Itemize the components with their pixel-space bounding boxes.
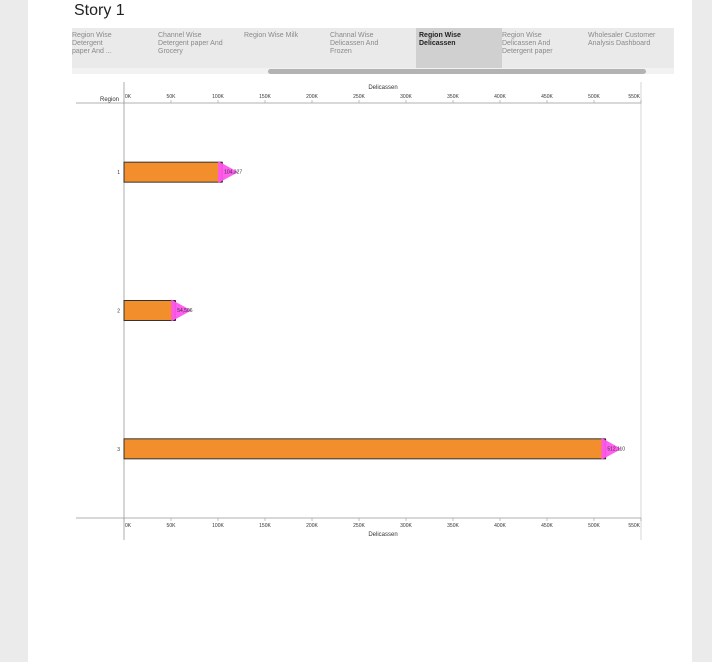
story-tab-label: paper And ... xyxy=(72,48,112,55)
story-tab-label: Analysis Dashboard xyxy=(588,40,651,47)
x-tick-label-bottom: 500K xyxy=(588,523,600,529)
x-tick-label-top: 350K xyxy=(447,94,459,100)
x-tick-label-top: 150K xyxy=(259,94,271,100)
story-tab-3[interactable]: Region Wise Milk xyxy=(244,28,330,68)
x-tick-label-top: 300K xyxy=(400,94,412,100)
story-tab-4[interactable]: Channal Wise Delicassen And Frozen xyxy=(330,28,416,68)
value-marker xyxy=(218,161,239,184)
story-tab-label: Region Wise Milk xyxy=(244,32,299,39)
story-tab-5[interactable]: Region Wise Delicassen xyxy=(416,28,502,68)
story-tab-label: Region Wise xyxy=(419,32,461,39)
story-tab-label: Detergent paper And xyxy=(158,40,223,47)
story-tab-label: Wholesaler Customer xyxy=(588,32,656,39)
story-tab-2[interactable]: Channel Wise Detergent paper And Grocery xyxy=(158,28,244,68)
value-marker xyxy=(601,437,622,460)
story-tab-1[interactable]: Region Wise Detergent paper And ... xyxy=(72,28,158,68)
bar-region-2 xyxy=(123,300,176,321)
story-tab-label: Grocery xyxy=(158,48,183,55)
x-tick-label-bottom: 0K xyxy=(125,523,132,529)
tabs-scrollbar-thumb[interactable] xyxy=(268,69,646,74)
x-tick-label-bottom: 550K xyxy=(628,523,640,529)
story-tab-label: Delicassen And xyxy=(330,40,379,47)
story-tab-label: Region Wise xyxy=(72,32,112,39)
x-tick-label-bottom: 350K xyxy=(447,523,459,529)
story-tab-label: Frozen xyxy=(330,48,352,55)
story-tab-label: Region Wise xyxy=(502,32,542,39)
bar-region-1 xyxy=(123,161,223,183)
x-tick-label-top: 450K xyxy=(541,94,553,100)
y-axis-title: Region xyxy=(100,97,119,103)
story-tab-label: Delicassen xyxy=(419,40,456,47)
story-title: Story 1 xyxy=(74,2,125,19)
value-marker xyxy=(171,299,192,322)
y-category-label: 1 xyxy=(117,170,120,176)
data-label: 104,327 xyxy=(224,170,242,176)
x-tick-label-top: 550K xyxy=(628,94,640,100)
x-axis-title-top: Delicassen xyxy=(368,85,397,91)
x-tick-label-bottom: 250K xyxy=(353,523,365,529)
bar-region-3 xyxy=(123,438,606,460)
story-tab-label: Detergent paper xyxy=(502,48,553,55)
story-page: Story 1 Region Wise Detergent paper And ..… xyxy=(28,0,692,662)
x-tick-label-bottom: 400K xyxy=(494,523,506,529)
x-tick-label-bottom: 150K xyxy=(259,523,271,529)
x-tick-label-top: 200K xyxy=(306,94,318,100)
x-tick-label-bottom: 50K xyxy=(167,523,177,529)
x-tick-label-top: 50K xyxy=(167,94,177,100)
x-tick-label-top: 500K xyxy=(588,94,600,100)
story-tab-7[interactable]: Wholesaler Customer Analysis Dashboard xyxy=(588,28,674,68)
story-tab-label: Delicassen And xyxy=(502,40,551,47)
x-tick-label-top: 0K xyxy=(125,94,132,100)
x-tick-label-bottom: 100K xyxy=(212,523,224,529)
x-axis-title-bottom: Delicassen xyxy=(368,532,397,538)
x-tick-label-bottom: 200K xyxy=(306,523,318,529)
x-tick-label-bottom: 300K xyxy=(400,523,412,529)
x-tick-label-top: 400K xyxy=(494,94,506,100)
y-category-label: 2 xyxy=(117,309,120,315)
data-label: 54,506 xyxy=(177,308,193,314)
y-category-label: 3 xyxy=(117,447,120,453)
story-tab-6[interactable]: Region Wise Delicassen And Detergent paper xyxy=(502,28,588,68)
x-tick-label-bottom: 450K xyxy=(541,523,553,529)
story-tab-label: Channel Wise xyxy=(158,32,202,39)
story-tab-label: Detergent xyxy=(72,40,103,47)
x-tick-label-top: 100K xyxy=(212,94,224,100)
story-tabs: Region Wise Detergent paper And ... Channel… xyxy=(72,28,674,68)
x-tick-label-top: 250K xyxy=(353,94,365,100)
story-tab-label: Channal Wise xyxy=(330,32,374,39)
data-label: 512,110 xyxy=(607,446,625,452)
